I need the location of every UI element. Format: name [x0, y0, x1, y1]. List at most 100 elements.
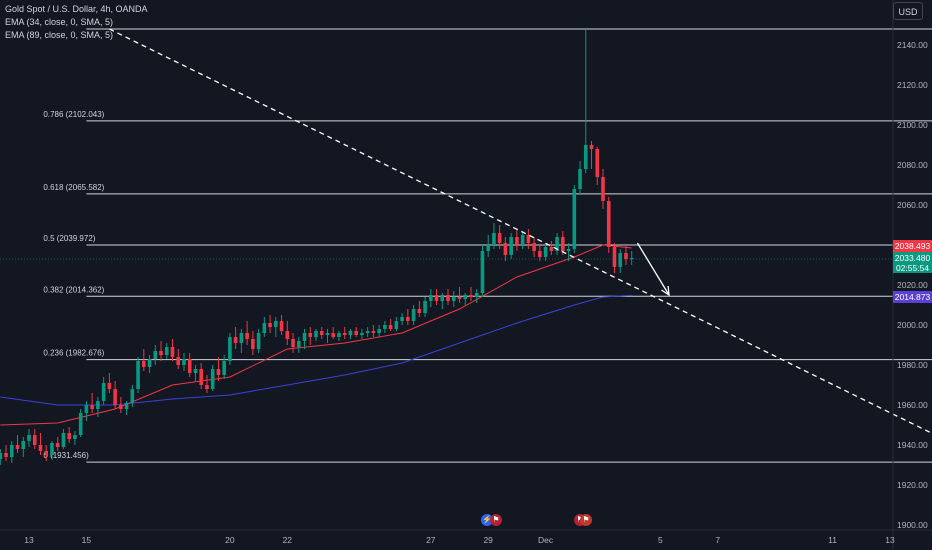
projection-arrow[interactable] [636, 242, 670, 297]
last-price-tag: 2033.480 02:55:54 [893, 252, 932, 273]
candle-body [566, 249, 571, 251]
candle-30 [170, 339, 175, 361]
price-tick-3: 1960.00 [897, 400, 928, 410]
candle-body [526, 235, 531, 243]
bar-countdown: 02:55:54 [895, 263, 930, 273]
candle-body [486, 245, 490, 251]
price-tick-11: 2120.00 [897, 80, 928, 90]
candle-body [233, 337, 238, 343]
candle-94 [538, 245, 542, 261]
candle-body [354, 331, 358, 335]
ema-89-price-tag: 2014.873 [893, 291, 932, 303]
candle-108 [618, 249, 623, 273]
fib-level-label-2: 0.618 (2065.582) [43, 183, 104, 192]
candle-63 [360, 329, 364, 339]
candle-body [360, 333, 364, 335]
arrow-head[interactable] [661, 285, 670, 297]
candle-body [176, 357, 181, 365]
candle-body [388, 325, 393, 329]
candle-27 [153, 345, 158, 365]
candle-body [285, 331, 290, 339]
candle-28 [159, 341, 163, 361]
candle-body [256, 333, 261, 349]
candle-body [561, 237, 565, 251]
candle-body [451, 297, 456, 301]
candle-body [474, 293, 479, 297]
symbol-title[interactable]: Gold Spot / U.S. Dollar, 4h, OANDA [5, 4, 148, 14]
candle-74 [423, 297, 427, 317]
candle-91 [520, 231, 525, 249]
candle-body [4, 453, 8, 457]
candle-body [503, 243, 508, 255]
candle-62 [354, 327, 358, 337]
candle-body [90, 405, 94, 409]
candle-body [182, 359, 186, 365]
candle-body [589, 145, 594, 149]
currency-button[interactable]: USD [893, 2, 923, 20]
candle-52 [296, 337, 301, 353]
candle-32 [182, 353, 186, 371]
us-flag-event-icon-3[interactable]: ⚑ [580, 514, 592, 526]
candle-body [136, 361, 140, 389]
candle-70 [400, 313, 404, 325]
candle-body [377, 329, 381, 333]
candle-body [222, 361, 226, 375]
candle-body [21, 441, 26, 449]
candle-body [325, 333, 330, 335]
dashed-trendline[interactable] [109, 28, 932, 462]
candle-33 [187, 353, 192, 377]
candle-37 [210, 365, 215, 391]
us-flag-event-icon[interactable]: ⚑ [490, 514, 502, 526]
candle-body [0, 453, 3, 459]
trendline[interactable] [109, 28, 932, 462]
candle-body [520, 235, 525, 245]
candle-13 [73, 431, 77, 445]
fibonacci-retracement[interactable]: 0.786 (2102.043) 0.618 (2065.582) 0.5 (203… [43, 28, 932, 463]
time-axis[interactable]: 131520222729Dec57111318202 [24, 535, 932, 545]
price-axis[interactable]: 1900.00 1920.00 1940.00 1960.00 1980.00 2000.… [897, 40, 928, 530]
candle-body [618, 253, 623, 267]
candle-42 [239, 329, 244, 353]
candle-body [199, 369, 203, 385]
candle-body [371, 331, 376, 333]
candle-11 [61, 429, 66, 449]
candle-19 [107, 373, 112, 393]
candle-21 [119, 397, 123, 413]
price-tick-5: 2000.00 [897, 320, 928, 330]
candle-body [429, 295, 433, 301]
candle-97 [555, 233, 559, 255]
candle-110 [629, 251, 634, 265]
fib-level-label-4: 0.382 (2014.362) [43, 285, 104, 294]
candle-47 [268, 315, 272, 333]
fib-level-label-1: 0.786 (2102.043) [43, 110, 104, 119]
candle-body [314, 331, 318, 337]
candle-98 [561, 231, 565, 255]
candle-89 [509, 233, 513, 259]
candle-44 [251, 331, 255, 355]
candle-50 [285, 321, 290, 345]
candle-93 [532, 237, 536, 257]
candle-body [331, 333, 336, 337]
candle-body [107, 383, 112, 389]
ema-34-legend[interactable]: EMA (34, close, 0, SMA, 5) [5, 17, 114, 27]
candle-body [538, 251, 542, 257]
fib-level-label-5: 0.236 (1982.676) [43, 349, 104, 358]
candle-88 [503, 237, 508, 261]
price-tick-1: 1920.00 [897, 480, 928, 490]
candle-body [205, 385, 209, 389]
time-tick-5: 29 [483, 535, 493, 545]
candle-5 [27, 429, 31, 447]
candle-body [73, 435, 77, 439]
ema-89-legend[interactable]: EMA (89, close, 0, SMA, 5) [5, 30, 114, 40]
candle-body [124, 403, 129, 409]
candle-106 [606, 197, 611, 253]
fib-level-label-6: 0 (1931.456) [43, 451, 89, 460]
candle-body [319, 331, 324, 335]
candle-78 [446, 289, 450, 305]
candle-body [348, 331, 353, 335]
time-tick-7: 5 [658, 535, 663, 545]
arrow-shaft[interactable] [636, 242, 670, 296]
candle-body [423, 301, 427, 313]
candle-40 [228, 333, 232, 365]
